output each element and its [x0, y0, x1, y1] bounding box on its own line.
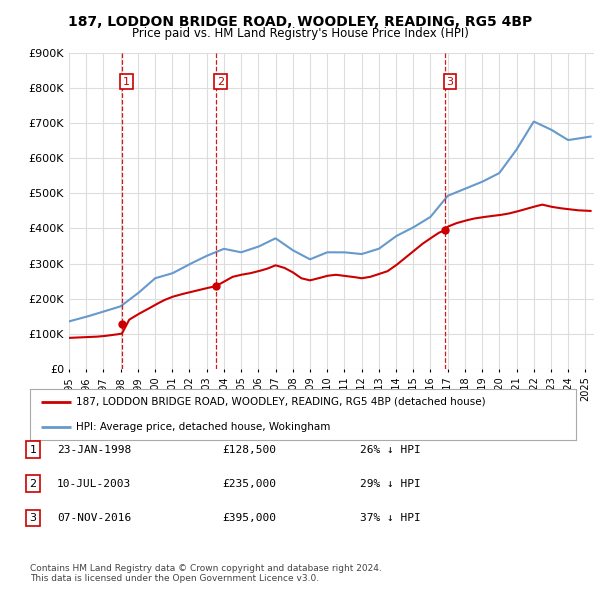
- Text: 10-JUL-2003: 10-JUL-2003: [57, 479, 131, 489]
- Text: 1: 1: [123, 77, 130, 87]
- Text: 187, LODDON BRIDGE ROAD, WOODLEY, READING, RG5 4BP: 187, LODDON BRIDGE ROAD, WOODLEY, READIN…: [68, 15, 532, 29]
- Text: £395,000: £395,000: [222, 513, 276, 523]
- Text: 26% ↓ HPI: 26% ↓ HPI: [360, 445, 421, 454]
- Text: Contains HM Land Registry data © Crown copyright and database right 2024.
This d: Contains HM Land Registry data © Crown c…: [30, 563, 382, 583]
- Text: Price paid vs. HM Land Registry's House Price Index (HPI): Price paid vs. HM Land Registry's House …: [131, 27, 469, 40]
- Text: 37% ↓ HPI: 37% ↓ HPI: [360, 513, 421, 523]
- Text: 29% ↓ HPI: 29% ↓ HPI: [360, 479, 421, 489]
- Text: 3: 3: [446, 77, 454, 87]
- Text: 2: 2: [29, 479, 37, 489]
- Text: £128,500: £128,500: [222, 445, 276, 454]
- Text: 2: 2: [217, 77, 224, 87]
- Text: 1: 1: [29, 445, 37, 454]
- Text: £235,000: £235,000: [222, 479, 276, 489]
- Text: 187, LODDON BRIDGE ROAD, WOODLEY, READING, RG5 4BP (detached house): 187, LODDON BRIDGE ROAD, WOODLEY, READIN…: [76, 397, 486, 407]
- Text: HPI: Average price, detached house, Wokingham: HPI: Average price, detached house, Woki…: [76, 422, 331, 432]
- Text: 23-JAN-1998: 23-JAN-1998: [57, 445, 131, 454]
- Text: 07-NOV-2016: 07-NOV-2016: [57, 513, 131, 523]
- Text: 3: 3: [29, 513, 37, 523]
